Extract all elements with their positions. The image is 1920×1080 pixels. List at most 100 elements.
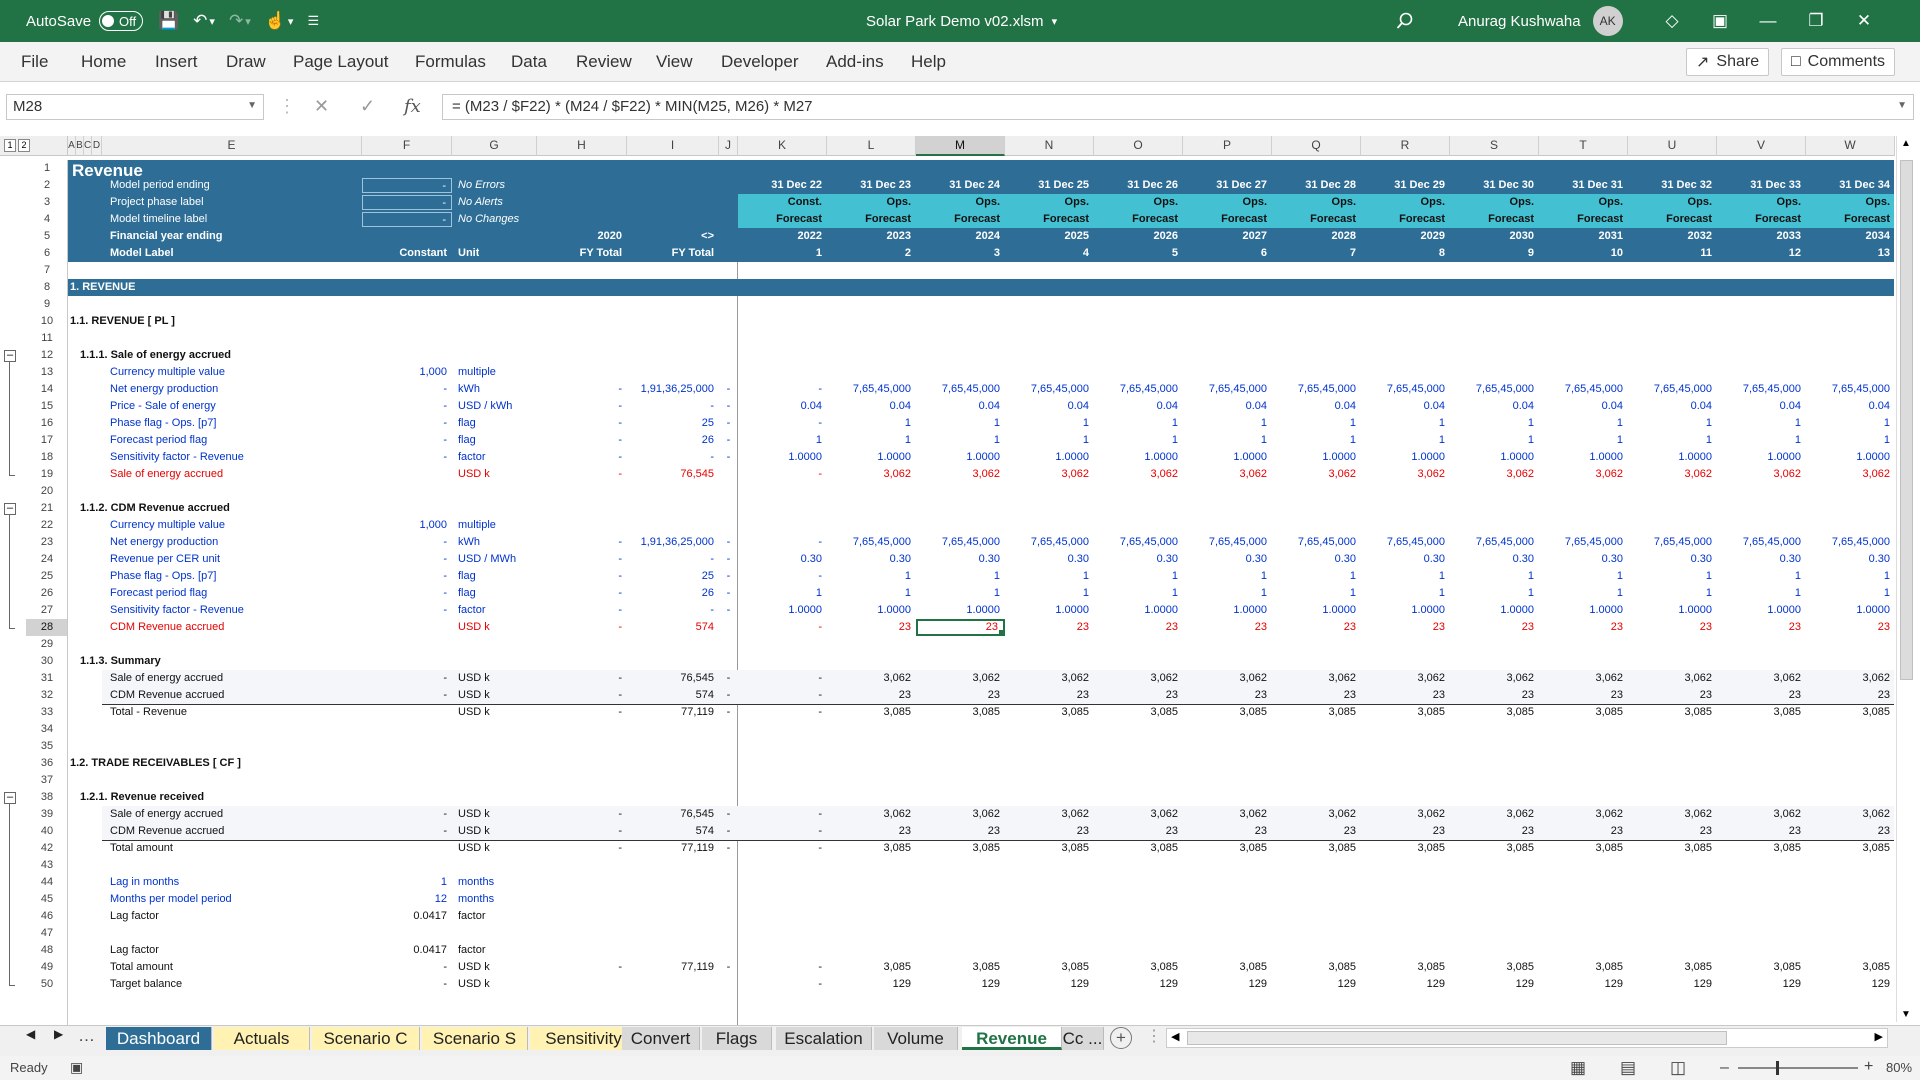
column-header-c[interactable]: C	[84, 136, 92, 156]
row-header[interactable]: 9	[43, 298, 51, 310]
fy-total-i-cell[interactable]: 574	[695, 825, 714, 837]
period-value-cell[interactable]: 3,085	[1506, 706, 1534, 718]
row-header[interactable]: 45	[40, 893, 54, 905]
period-value-cell[interactable]: 0.30	[1067, 553, 1089, 565]
unit-cell[interactable]: factor	[458, 910, 486, 922]
share-button[interactable]: ↗ Share	[1686, 48, 1770, 76]
unit-cell[interactable]: factor	[458, 604, 486, 616]
period-value-cell[interactable]: 23	[1610, 689, 1623, 701]
menu-formulas[interactable]: Formulas	[415, 52, 486, 71]
column-header-w[interactable]: W	[1806, 136, 1895, 156]
column-header-g[interactable]: G	[452, 136, 537, 156]
period-value-cell[interactable]: 23	[1432, 825, 1445, 837]
period-value-cell[interactable]: 7,65,45,000	[1297, 536, 1356, 548]
j-cell[interactable]: -	[726, 383, 731, 395]
period-value-cell[interactable]: 1	[1438, 587, 1445, 599]
period-value-cell[interactable]: 23	[898, 825, 911, 837]
period-value-cell[interactable]: 1.0000	[1055, 604, 1089, 616]
period-value-cell[interactable]: 23	[1343, 825, 1356, 837]
row-header[interactable]: 14	[40, 383, 54, 395]
period-value-cell[interactable]: 1.0000	[1500, 604, 1534, 616]
unit-cell[interactable]: factor	[458, 944, 486, 956]
page-break-view-icon[interactable]: ◫	[1670, 1058, 1687, 1077]
unit-cell[interactable]: USD k	[458, 808, 490, 820]
fy-total-i-cell[interactable]: 77,119	[681, 706, 714, 718]
constant-cell[interactable]: -	[443, 536, 447, 548]
period-value-cell[interactable]: 7,65,45,000	[941, 536, 1000, 548]
constant-cell[interactable]: -	[443, 553, 447, 565]
period-value-cell[interactable]: 7,65,45,000	[1564, 536, 1623, 548]
period-value-cell[interactable]: -	[818, 417, 822, 429]
row-header[interactable]: 16	[40, 417, 54, 429]
period-value-cell[interactable]: 3,085	[1328, 706, 1356, 718]
j-cell[interactable]	[719, 619, 738, 636]
row-header[interactable]: 43	[40, 859, 54, 871]
constant-cell[interactable]: 12	[434, 893, 447, 905]
period-value-cell[interactable]: 3,062	[1417, 468, 1445, 480]
row-header[interactable]: 32	[40, 689, 54, 701]
customize-qat-icon[interactable]: ☰	[307, 13, 320, 28]
row-header[interactable]: 17	[40, 434, 54, 446]
period-value-cell[interactable]: 3,085	[1595, 961, 1623, 973]
period-value-cell[interactable]: 1.0000	[1589, 451, 1623, 463]
menu-page-layout[interactable]: Page Layout	[293, 52, 389, 71]
zoom-slider[interactable]	[1738, 1067, 1858, 1069]
fy-total-h-cell[interactable]: -	[618, 468, 622, 480]
period-value-cell[interactable]: 1	[1883, 587, 1890, 599]
period-value-cell[interactable]: 1	[1527, 587, 1534, 599]
period-value-cell[interactable]: 1	[1349, 570, 1356, 582]
period-value-cell[interactable]: 1.0000	[1856, 451, 1890, 463]
row-header[interactable]: 33	[40, 706, 54, 718]
period-value-cell[interactable]: 3,062	[883, 808, 911, 820]
fy-total-i-cell[interactable]	[627, 976, 719, 993]
row-header[interactable]: 26	[40, 587, 54, 599]
column-header-s[interactable]: S	[1450, 136, 1539, 156]
period-value-cell[interactable]: 23	[1165, 621, 1178, 633]
constant-cell[interactable]: -	[443, 808, 447, 820]
row-header[interactable]: 50	[40, 978, 54, 990]
constant-cell[interactable]: 0.0417	[413, 944, 447, 956]
period-value-cell[interactable]: 3,085	[1684, 842, 1712, 854]
period-value-cell[interactable]: 0.30	[1245, 553, 1267, 565]
period-value-cell[interactable]: 3,085	[972, 961, 1000, 973]
unit-cell[interactable]: factor	[458, 451, 486, 463]
period-value-cell[interactable]: 1	[1883, 417, 1890, 429]
constant-cell[interactable]: -	[443, 604, 447, 616]
period-value-cell[interactable]: 1	[1794, 417, 1801, 429]
j-cell[interactable]: -	[726, 451, 731, 463]
j-cell[interactable]: -	[726, 808, 731, 820]
unit-cell[interactable]: months	[458, 893, 495, 905]
vertical-scroll-thumb[interactable]	[1900, 160, 1913, 680]
period-value-cell[interactable]: 0.30	[1868, 553, 1890, 565]
column-header-h[interactable]: H	[537, 136, 627, 156]
period-value-cell[interactable]: 23	[1788, 621, 1801, 633]
zoom-slider-thumb[interactable]	[1776, 1061, 1779, 1075]
period-value-cell[interactable]: 129	[1871, 978, 1890, 990]
period-value-cell[interactable]: 1.0000	[1767, 451, 1801, 463]
period-value-cell[interactable]: 7,65,45,000	[1119, 536, 1178, 548]
period-value-cell[interactable]: 0.30	[978, 553, 1000, 565]
period-value-cell[interactable]: 1.0000	[1678, 604, 1712, 616]
fy-total-i-cell[interactable]: 26	[701, 434, 714, 446]
period-value-cell[interactable]: 1.0000	[1322, 451, 1356, 463]
period-value-cell[interactable]: 3,062	[1150, 808, 1178, 820]
row-header[interactable]: 2	[43, 179, 51, 191]
fy-total-i-cell[interactable]: -	[710, 400, 714, 412]
period-value-cell[interactable]: 3,085	[1417, 706, 1445, 718]
outline-level-1-button[interactable]: 1	[4, 139, 16, 152]
fy-total-h-cell[interactable]: -	[618, 706, 622, 718]
row-header[interactable]: 35	[40, 740, 54, 752]
comments-button[interactable]: □ Comments	[1781, 48, 1896, 76]
period-value-cell[interactable]: 0.30	[1601, 553, 1623, 565]
row-header[interactable]: 44	[40, 876, 54, 888]
menu-help[interactable]: Help	[911, 52, 946, 71]
period-value-cell[interactable]: 1	[993, 417, 1000, 429]
menu-data[interactable]: Data	[511, 52, 547, 71]
fy-total-h-cell[interactable]: -	[618, 961, 622, 973]
period-value-cell[interactable]: 129	[1515, 978, 1534, 990]
unit-cell[interactable]: USD k	[458, 672, 490, 684]
period-value-cell[interactable]: 23	[1610, 825, 1623, 837]
fy-total-i-cell[interactable]: 574	[695, 621, 714, 633]
sheet-tab-flags[interactable]: Flags	[702, 1027, 772, 1050]
period-value-cell[interactable]: 23	[1877, 621, 1890, 633]
